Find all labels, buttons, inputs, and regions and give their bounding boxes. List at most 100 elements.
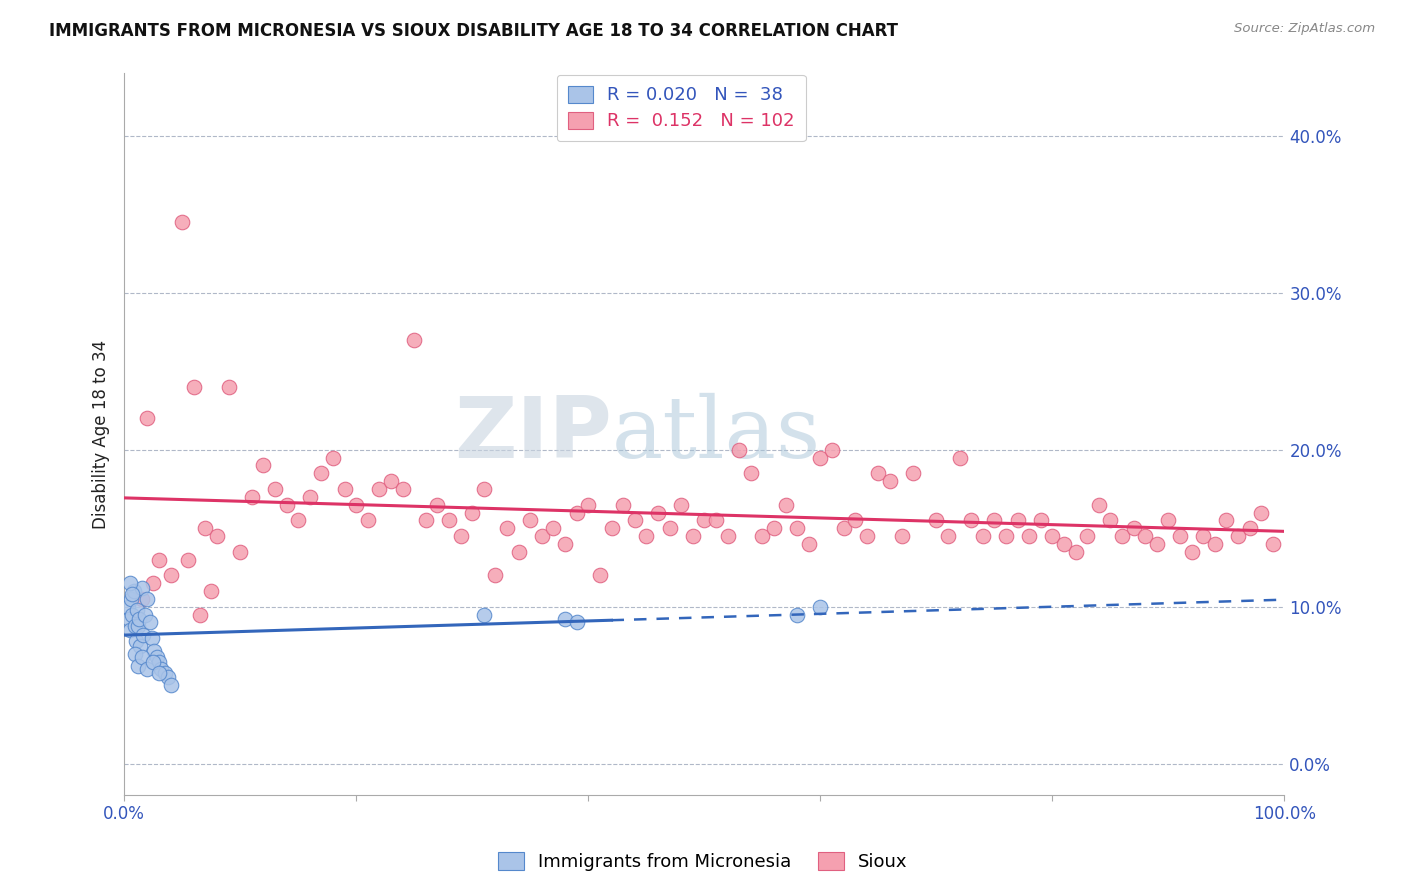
Point <box>669 498 692 512</box>
Text: ZIP: ZIP <box>454 392 612 475</box>
Point <box>1053 537 1076 551</box>
Point <box>264 482 287 496</box>
Point <box>786 607 808 622</box>
Point <box>333 482 356 496</box>
Point <box>960 513 983 527</box>
Point <box>936 529 959 543</box>
Point <box>380 474 402 488</box>
Point <box>311 467 333 481</box>
Point <box>636 529 658 543</box>
Point <box>508 545 530 559</box>
Point <box>143 643 166 657</box>
Point <box>287 513 309 527</box>
Point <box>543 521 565 535</box>
Text: Source: ZipAtlas.com: Source: ZipAtlas.com <box>1234 22 1375 36</box>
Point <box>120 591 142 606</box>
Point <box>1146 537 1168 551</box>
Point <box>132 628 155 642</box>
Point <box>131 649 153 664</box>
Point <box>129 639 152 653</box>
Point <box>298 490 321 504</box>
Point <box>1168 529 1191 543</box>
Point <box>141 631 163 645</box>
Point <box>1088 498 1111 512</box>
Text: IMMIGRANTS FROM MICRONESIA VS SIOUX DISABILITY AGE 18 TO 34 CORRELATION CHART: IMMIGRANTS FROM MICRONESIA VS SIOUX DISA… <box>49 22 898 40</box>
Point <box>740 467 762 481</box>
Point <box>124 647 146 661</box>
Point <box>172 215 194 229</box>
Point <box>855 529 877 543</box>
Point <box>901 467 924 481</box>
Point <box>368 482 391 496</box>
Point <box>218 380 240 394</box>
Text: atlas: atlas <box>612 392 821 475</box>
Point <box>450 529 472 543</box>
Point <box>1040 529 1063 543</box>
Point <box>786 521 808 535</box>
Point <box>240 490 263 504</box>
Point <box>808 599 831 614</box>
Point <box>159 678 181 692</box>
Point <box>1064 545 1087 559</box>
Point <box>472 482 495 496</box>
Y-axis label: Disability Age 18 to 34: Disability Age 18 to 34 <box>93 340 110 529</box>
Point <box>136 663 159 677</box>
Point <box>322 450 344 465</box>
Point <box>647 506 669 520</box>
Point <box>118 612 141 626</box>
Point <box>623 513 645 527</box>
Point <box>145 649 167 664</box>
Point <box>122 584 145 599</box>
Point <box>1111 529 1133 543</box>
Point <box>461 506 484 520</box>
Point <box>565 615 588 630</box>
Point <box>1099 513 1122 527</box>
Point <box>205 529 228 543</box>
Point <box>142 576 165 591</box>
Point <box>200 584 222 599</box>
Point <box>612 498 634 512</box>
Point <box>118 624 141 638</box>
Point <box>693 513 716 527</box>
Point <box>821 442 844 457</box>
Legend: Immigrants from Micronesia, Sioux: Immigrants from Micronesia, Sioux <box>491 846 915 879</box>
Point <box>131 581 153 595</box>
Point <box>127 659 149 673</box>
Point <box>868 467 890 481</box>
Point <box>1181 545 1204 559</box>
Point <box>125 603 148 617</box>
Point <box>159 568 181 582</box>
Legend: R = 0.020   N =  38, R =  0.152   N = 102: R = 0.020 N = 38, R = 0.152 N = 102 <box>557 75 806 141</box>
Point <box>682 529 704 543</box>
Point <box>589 568 612 582</box>
Point <box>496 521 519 535</box>
Point <box>177 552 200 566</box>
Point <box>150 663 173 677</box>
Point <box>131 591 153 606</box>
Point <box>972 529 994 543</box>
Point <box>751 529 773 543</box>
Point <box>183 380 205 394</box>
Point <box>808 450 831 465</box>
Point <box>1135 529 1157 543</box>
Point <box>148 655 170 669</box>
Point <box>1215 513 1237 527</box>
Point <box>124 618 146 632</box>
Point <box>121 607 143 622</box>
Point <box>118 576 141 591</box>
Point <box>530 529 553 543</box>
Point <box>136 411 159 425</box>
Point <box>1157 513 1180 527</box>
Point <box>357 513 380 527</box>
Point <box>472 607 495 622</box>
Point <box>1076 529 1098 543</box>
Point <box>728 442 751 457</box>
Point <box>121 587 143 601</box>
Point <box>1261 537 1284 551</box>
Point <box>194 521 217 535</box>
Point <box>925 513 948 527</box>
Point <box>391 482 413 496</box>
Point <box>983 513 1005 527</box>
Point <box>426 498 449 512</box>
Point <box>576 498 599 512</box>
